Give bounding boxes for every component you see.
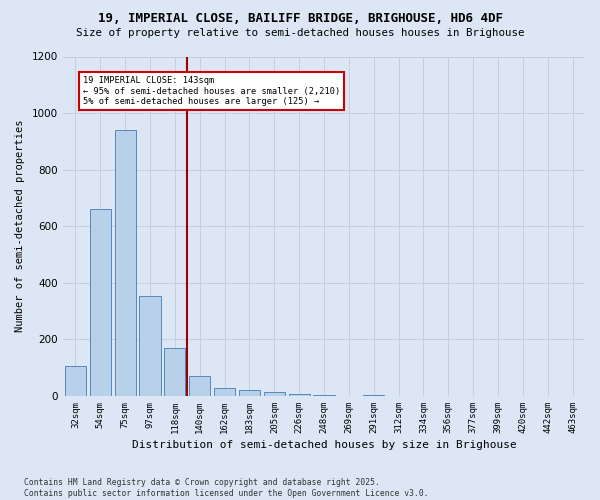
Y-axis label: Number of semi-detached properties: Number of semi-detached properties [15, 120, 25, 332]
Text: Size of property relative to semi-detached houses houses in Brighouse: Size of property relative to semi-detach… [76, 28, 524, 38]
Bar [214, 388, 235, 396]
Text: Contains HM Land Registry data © Crown copyright and database right 2025.
Contai: Contains HM Land Registry data © Crown c… [24, 478, 428, 498]
Bar [289, 394, 310, 396]
Bar [239, 390, 260, 396]
Bar [189, 376, 211, 396]
Text: 19 IMPERIAL CLOSE: 143sqm
← 95% of semi-detached houses are smaller (2,210)
5% o: 19 IMPERIAL CLOSE: 143sqm ← 95% of semi-… [83, 76, 340, 106]
X-axis label: Distribution of semi-detached houses by size in Brighouse: Distribution of semi-detached houses by … [131, 440, 517, 450]
Bar [313, 395, 335, 396]
Bar [115, 130, 136, 396]
Text: 19, IMPERIAL CLOSE, BAILIFF BRIDGE, BRIGHOUSE, HD6 4DF: 19, IMPERIAL CLOSE, BAILIFF BRIDGE, BRIG… [97, 12, 503, 26]
Bar [139, 296, 161, 396]
Bar [264, 392, 285, 396]
Bar [90, 209, 111, 396]
Bar [65, 366, 86, 396]
Bar [164, 348, 185, 396]
